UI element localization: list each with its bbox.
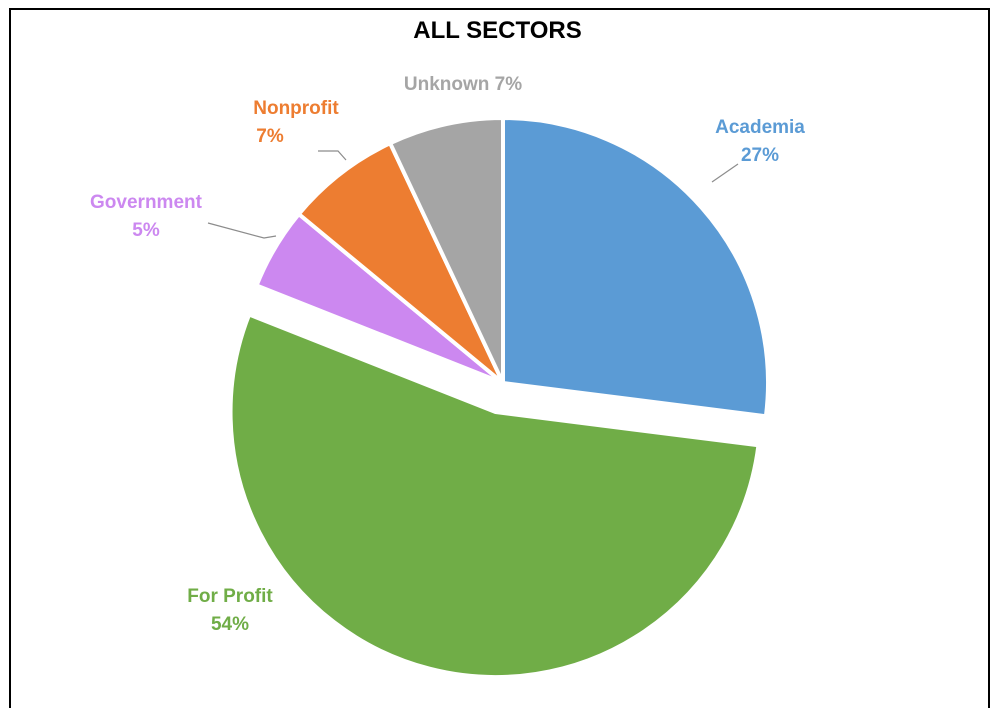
label-for-profit: For Profit 54% (160, 583, 300, 639)
label-academia: Academia 27% (690, 114, 830, 170)
label-unknown-value: 7% (494, 74, 523, 95)
label-unknown: Unknown 7% (378, 71, 548, 99)
pie-slice-academia (501, 116, 770, 419)
label-academia-value: 27% (740, 145, 780, 166)
label-government-name: Government (90, 192, 202, 213)
pie-slice-for-profit (228, 312, 761, 679)
label-academia-name: Academia (715, 117, 805, 138)
label-for-profit-value: 54% (210, 614, 250, 635)
pie-slice-unknown (388, 116, 505, 385)
label-nonprofit-value: 7% (256, 126, 284, 147)
label-nonprofit: Nonprofit 7% (226, 95, 366, 151)
label-unknown-name: Unknown (403, 74, 490, 95)
leader-line-government (207, 222, 277, 239)
pie-slice-nonprofit (296, 141, 505, 385)
label-government-value: 5% (132, 220, 160, 241)
label-for-profit-name: For Profit (187, 586, 273, 607)
leader-line-nonprofit (318, 150, 347, 161)
leader-line-academia (711, 163, 739, 183)
label-government: Government 5% (66, 189, 226, 245)
chart-frame (9, 8, 990, 708)
chart-title: ALL SECTORS (413, 17, 582, 44)
label-nonprofit-name: Nonprofit (253, 98, 339, 119)
